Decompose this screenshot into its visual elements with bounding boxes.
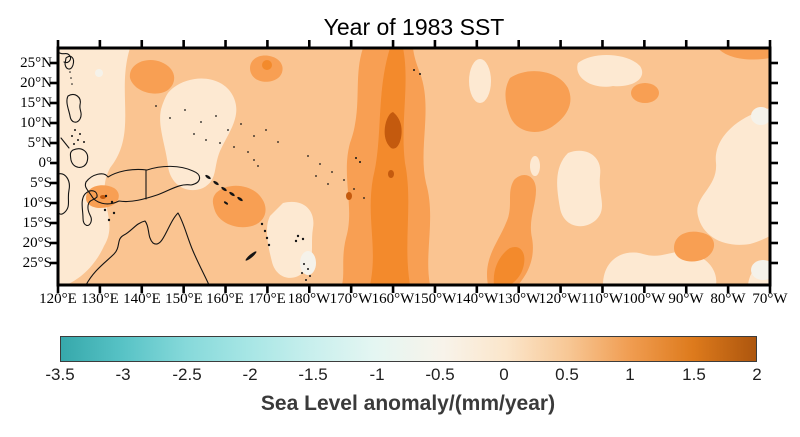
contour-fills [58, 48, 770, 285]
lat-tick-label: 5°N [27, 135, 52, 151]
lon-tick-label: 140°E [123, 291, 161, 307]
lon-tick-label: 160°E [206, 291, 244, 307]
lat-tick-label: 25°N [20, 55, 52, 71]
coastlines [58, 51, 421, 285]
map-frame [56, 46, 772, 287]
lon-tick-label: 120°W [538, 291, 582, 307]
map-plot-area [50, 40, 778, 293]
colorbar-tick-label: -0.5 [425, 365, 455, 384]
lon-tick-label: 170°W [329, 291, 373, 307]
lat-tick-label: 10°N [20, 115, 52, 131]
colorbar-tick-label: -1.5 [298, 365, 328, 384]
lat-tick-label: 15°S [22, 215, 52, 231]
lon-tick-label: 120°E [39, 291, 77, 307]
colorbar-tick-label: 0.5 [555, 365, 579, 384]
colorbar-gradient [60, 336, 757, 362]
lon-tick-label: 90°W [668, 291, 704, 307]
colorbar-tick-label: -2.5 [172, 365, 202, 384]
colorbar-tick-label: 1.5 [682, 365, 706, 384]
lon-tick-label: 110°W [580, 291, 624, 307]
colorbar-tick-label: -3.5 [45, 365, 75, 384]
lon-tick-label: 180°W [287, 291, 331, 307]
lat-tick-label: 20°S [22, 235, 52, 251]
lon-tick-label: 170°E [248, 291, 286, 307]
lon-tick-label: 150°E [165, 291, 203, 307]
lat-tick-label: 10°S [22, 195, 52, 211]
lon-tick-label: 100°W [622, 291, 666, 307]
colorbar-tick-label: 0 [499, 365, 509, 384]
lon-tick-label: 140°W [455, 291, 499, 307]
lat-tick-label: 20°N [20, 75, 52, 91]
colorbar-tick-label: -2 [242, 365, 258, 384]
lon-tick-label: 80°W [710, 291, 746, 307]
lon-tick-label: 160°W [371, 291, 415, 307]
lon-tick-label: 70°W [752, 291, 788, 307]
lon-tick-label: 150°W [413, 291, 457, 307]
colorbar-tick-label: -3 [115, 365, 131, 384]
colorbar-tick-label: 2 [752, 365, 762, 384]
colorbar-tick-label: -1 [369, 365, 385, 384]
lon-tick-label: 130°W [497, 291, 541, 307]
contour-map [50, 40, 778, 293]
lat-tick-label: 15°N [20, 95, 52, 111]
lat-tick-label: 5°S [30, 175, 52, 191]
colorbar-axis-label: Sea Level anomaly/(mm/year) [260, 392, 556, 415]
lat-tick-label: 25°S [22, 255, 52, 271]
chart-title: Year of 1983 SST [323, 14, 505, 40]
lon-tick-label: 130°E [81, 291, 119, 307]
lat-tick-label: 0° [38, 155, 53, 171]
colorbar-tick-label: 1 [625, 365, 635, 384]
